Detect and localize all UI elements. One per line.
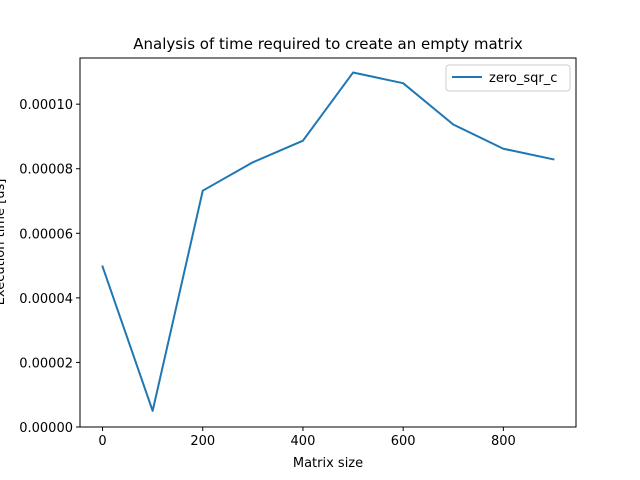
x-tick-label: 0 [98, 434, 106, 449]
series-line-zero-sqr-c [101, 71, 555, 412]
y-tick-label: 0.00000 [19, 421, 73, 436]
x-tick-label: 600 [391, 434, 416, 449]
x-tick-label: 200 [190, 434, 215, 449]
x-tick-label: 800 [491, 434, 516, 449]
x-tick-label: 400 [291, 434, 316, 449]
y-tick-label: 0.00006 [19, 227, 73, 242]
x-axis-label: Matrix size [293, 456, 363, 471]
legend-frame [445, 64, 571, 92]
x-axis: 0 200 400 600 800 [98, 427, 516, 449]
legend: zero_sqr_c [445, 64, 571, 92]
plot-area [79, 57, 577, 428]
y-tick-label: 0.00010 [19, 98, 73, 113]
y-tick-label: 0.00008 [19, 163, 73, 178]
y-tick-label: 0.00002 [19, 356, 73, 371]
legend-label-zero-sqr-c: zero_sqr_c [489, 71, 557, 86]
y-axis: 0.00000 0.00002 0.00004 0.00006 0.00008 0.000… [19, 98, 80, 436]
plot-frame [79, 57, 577, 428]
y-axis-label: Execution time [us] [0, 179, 8, 306]
y-tick-label: 0.00004 [19, 292, 73, 307]
series-layer [101, 71, 555, 412]
chart-title: Analysis of time required to create an e… [133, 35, 523, 53]
